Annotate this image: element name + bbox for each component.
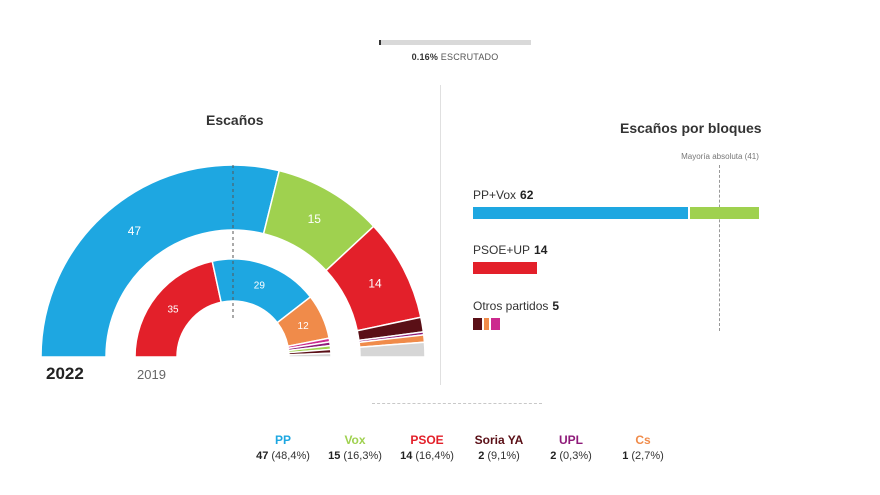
bloc-label: Otros partidos 5 <box>473 299 559 313</box>
legend-pct: (16,4%) <box>415 450 454 462</box>
seat-arc-label: 15 <box>308 212 322 226</box>
legend-item-psoe: PSOE 14 (16,4%) <box>392 433 462 462</box>
seat-arc-2022-pp <box>40 164 281 358</box>
majority-label: Mayoría absoluta (41) <box>681 152 759 161</box>
bloc-name: PSOE+UP <box>473 243 531 257</box>
year-label-2022: 2022 <box>46 364 84 383</box>
bloc-total: 14 <box>534 243 548 257</box>
bloc-segment-otros2 <box>491 318 500 330</box>
count-progress: 0.16% ESCRUTADO <box>379 40 531 62</box>
bloc-segment-soria-ya <box>473 318 482 330</box>
legend-pct: (9,1%) <box>487 450 520 462</box>
legend-item-cs: Cs 1 (2,7%) <box>608 433 678 462</box>
bloc-otros: Otros partidos 5 <box>473 299 559 330</box>
legend-party-name: UPL <box>559 433 583 447</box>
bloc-bar <box>473 318 559 330</box>
bloc-segment-cs <box>484 318 489 330</box>
bloc-label: PSOE+UP 14 <box>473 243 547 257</box>
progress-bar <box>379 40 531 45</box>
legend-party-result: 15 (16,3%) <box>320 450 390 462</box>
bloc-segment-psoe <box>473 262 537 274</box>
bloc-bar <box>473 207 761 219</box>
bloc-total: 62 <box>520 188 534 202</box>
seat-arc-label: 14 <box>368 276 382 290</box>
legend-party-result: 1 (2,7%) <box>608 450 678 462</box>
legend-item-soria-ya: Soria YA 2 (9,1%) <box>464 433 534 462</box>
legend-seats: 1 <box>622 450 629 462</box>
legend-party-result: 2 (0,3%) <box>536 450 606 462</box>
progress-suffix: ESCRUTADO <box>440 52 499 62</box>
legend-party-name: Cs <box>635 433 651 447</box>
legend-item-pp: PP 47 (48,4%) <box>248 433 318 462</box>
legend-seats: 47 <box>256 450 269 462</box>
bloc-segment-vox <box>690 207 759 219</box>
bloc-segment-pp <box>473 207 688 219</box>
progress-label: 0.16% ESCRUTADO <box>379 52 531 62</box>
progress-value: 0.16% <box>411 52 439 62</box>
column-divider <box>440 85 441 385</box>
legend-party-name: PP <box>274 433 291 447</box>
seat-arc-2022-otros <box>358 341 426 358</box>
legend-seats: 14 <box>400 450 413 462</box>
legend-seats: 2 <box>550 450 557 462</box>
legend-party-result: 2 (9,1%) <box>464 450 534 462</box>
legend-seats: 2 <box>478 450 485 462</box>
legend-pct: (0,3%) <box>559 450 592 462</box>
bloc-label: PP+Vox 62 <box>473 188 761 202</box>
legend-party-name: PSOE <box>410 433 444 447</box>
legend-item-vox: Vox 15 (16,3%) <box>320 433 390 462</box>
legend-seats: 15 <box>328 450 341 462</box>
legend-pct: (48,4%) <box>271 450 310 462</box>
legend-party-result: 14 (16,4%) <box>392 450 462 462</box>
seat-arc-label: 12 <box>298 321 310 332</box>
bloc-name: Otros partidos <box>473 299 549 313</box>
party-legend: PP 47 (48,4%) Vox 15 (16,3%) PSOE 14 (16… <box>248 433 678 462</box>
legend-pct: (2,7%) <box>631 450 664 462</box>
legend-party-result: 47 (48,4%) <box>248 450 318 462</box>
bloc-psoe-up: PSOE+UP 14 <box>473 243 547 274</box>
seats-hemicycle-chart: 47 15 14 35 29 12 <box>40 164 426 358</box>
seats-title: Escaños <box>206 112 264 128</box>
legend-item-upl: UPL 2 (0,3%) <box>536 433 606 462</box>
seat-arc-label: 29 <box>254 281 266 292</box>
year-label-2019: 2019 <box>137 367 166 382</box>
bloc-bar <box>473 262 547 274</box>
blocs-title: Escaños por bloques <box>620 120 762 136</box>
legend-pct: (16,3%) <box>343 450 382 462</box>
seat-arc-label: 47 <box>128 224 142 238</box>
seat-arc-label: 35 <box>168 305 180 316</box>
bloc-total: 5 <box>552 299 560 313</box>
legend-party-name: Vox <box>344 433 366 447</box>
legend-divider <box>372 403 542 404</box>
bloc-pp-vox: PP+Vox 62 <box>473 188 761 219</box>
progress-fill <box>379 40 381 45</box>
seat-arc-2019-otros <box>288 352 332 358</box>
bloc-name: PP+Vox <box>473 188 517 202</box>
majority-line <box>719 165 720 331</box>
legend-party-name: Soria YA <box>474 433 524 447</box>
